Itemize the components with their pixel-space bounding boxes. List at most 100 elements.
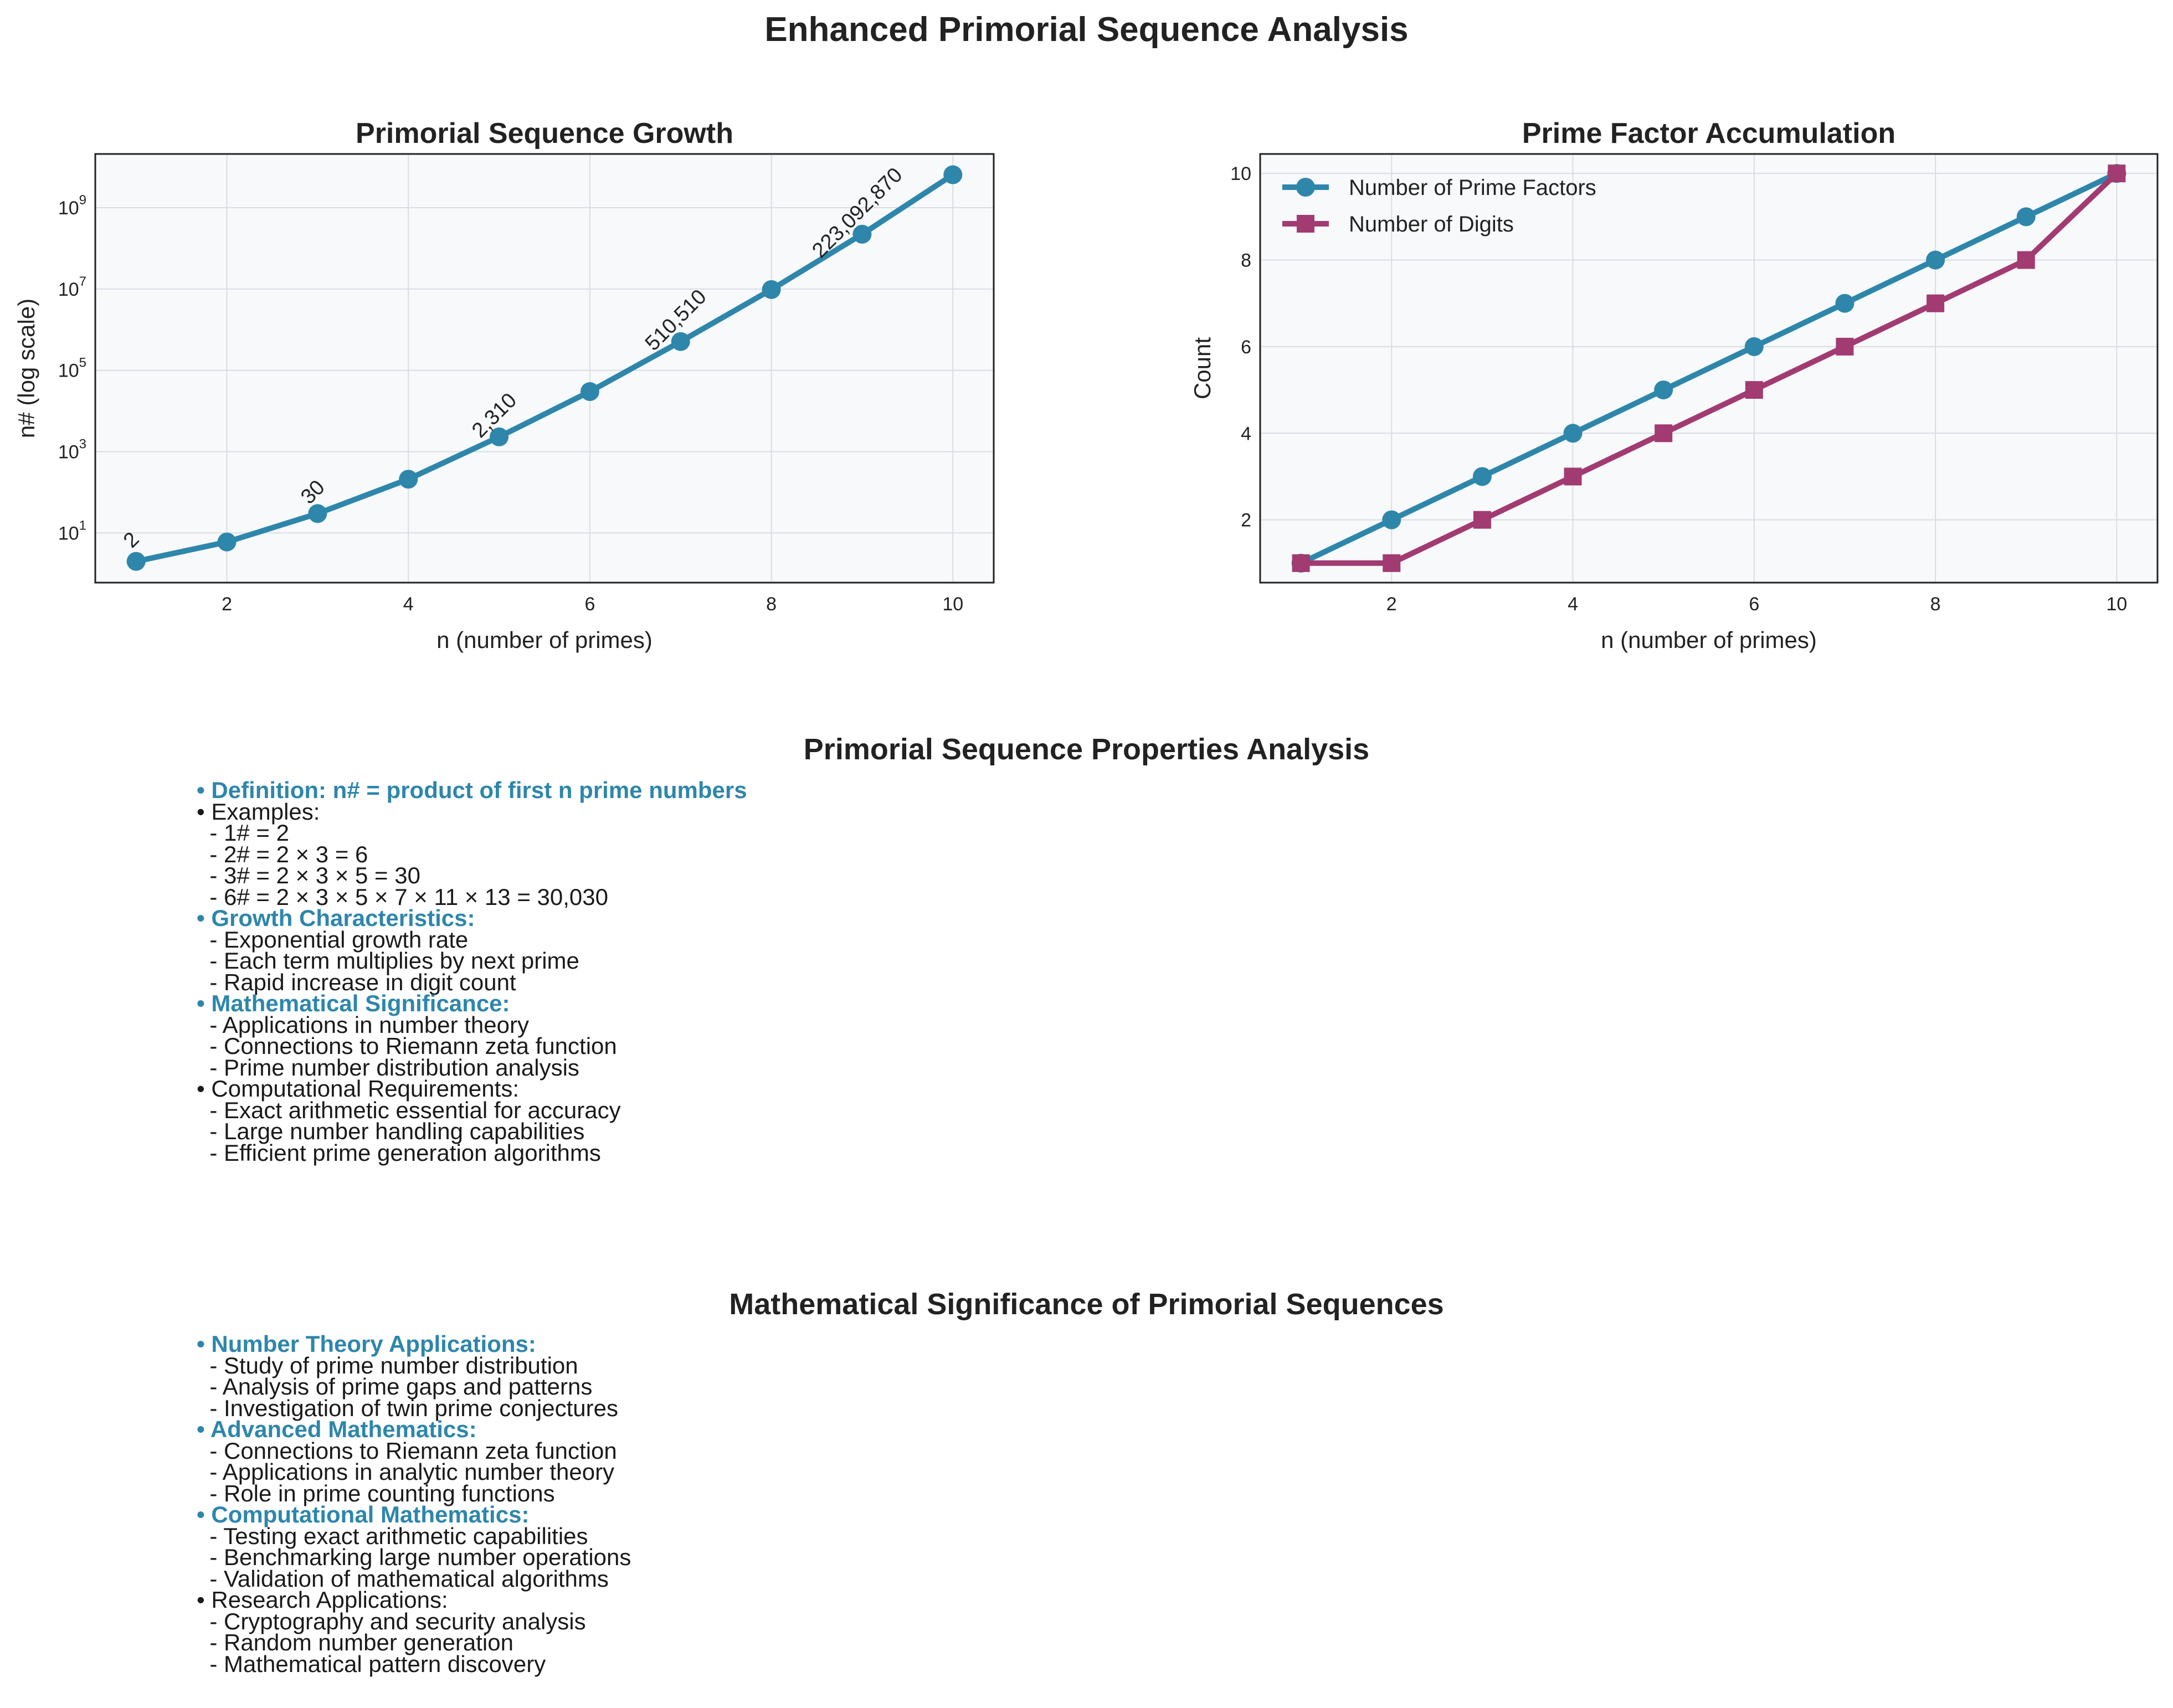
- bullet-line: - Investigation of twin prime conjecture…: [197, 1395, 619, 1421]
- bullet-line: - 6# = 2 × 3 × 5 × 7 × 11 × 13 = 30,030: [197, 883, 608, 910]
- bullet-line: - Cryptography and security analysis: [197, 1608, 586, 1634]
- x-tick-label: 10: [2106, 594, 2127, 615]
- y-tick-exponent: 9: [79, 193, 86, 208]
- series-line-0: [135, 172, 955, 564]
- data-point: [1654, 380, 1673, 400]
- y-tick-base: 10: [58, 441, 79, 462]
- x-axis-label: n (number of primes): [436, 627, 653, 653]
- data-point: [1472, 467, 1492, 486]
- y-tick-base: 10: [58, 279, 79, 300]
- y-tick-exponent: 5: [79, 356, 86, 371]
- significance-title: Mathematical Significance of Primorial S…: [729, 1288, 1444, 1321]
- y-tick-base: 10: [58, 523, 79, 544]
- bullet-line: - Validation of mathematical algorithms: [197, 1565, 609, 1592]
- y-axis-label: n# (log scale): [13, 299, 39, 438]
- legend-marker: [1297, 215, 1314, 233]
- bullet-line: - Role in prime counting functions: [197, 1480, 555, 1506]
- x-tick-label: 6: [584, 594, 595, 615]
- data-point: [217, 532, 237, 552]
- data-point: [1564, 467, 1582, 486]
- section-heading: • Computational Mathematics:: [197, 1501, 530, 1527]
- bullet-line: - Benchmarking large number operations: [197, 1544, 631, 1570]
- figure-title: Enhanced Primorial Sequence Analysis: [764, 11, 1409, 49]
- bullet-line: - Efficient prime generation algorithms: [197, 1139, 601, 1166]
- section-heading: • Definition: n# = product of first n pr…: [197, 777, 747, 803]
- x-tick-label: 8: [1930, 594, 1941, 615]
- bullet-line: - Exact arithmetic essential for accurac…: [197, 1097, 621, 1123]
- data-point: [308, 504, 327, 523]
- legend-label: Number of Digits: [1349, 212, 1514, 236]
- bullet-line: - Each term multiplies by next prime: [197, 948, 579, 974]
- x-tick-label: 6: [1749, 594, 1759, 615]
- data-point: [1927, 294, 1945, 312]
- bullet-line: • Research Applications:: [197, 1587, 448, 1613]
- x-axis-label: n (number of primes): [1601, 627, 1817, 653]
- data-point: [1383, 554, 1401, 572]
- data-point: [1292, 554, 1310, 572]
- section-heading: • Growth Characteristics:: [197, 905, 475, 931]
- data-point: [1926, 250, 1945, 270]
- y-tick-label: 4: [1241, 423, 1251, 444]
- data-point: [1836, 337, 1854, 356]
- bullet-line: - Applications in number theory: [197, 1011, 529, 1038]
- data-point: [126, 552, 146, 571]
- chart-title: Prime Factor Accumulation: [1522, 117, 1895, 150]
- data-point: [1745, 381, 1763, 399]
- data-point: [943, 165, 963, 184]
- bullet-line: - Random number generation: [197, 1629, 513, 1655]
- bullet-line: - Applications in analytic number theory: [197, 1459, 615, 1485]
- data-point: [671, 332, 690, 351]
- x-tick-label: 4: [403, 594, 414, 615]
- x-tick-label: 4: [1568, 594, 1578, 615]
- bullet-line: - Study of prime number distribution: [197, 1352, 578, 1378]
- bullet-line: - 2# = 2 × 3 = 6: [197, 841, 368, 867]
- y-tick-label: 6: [1241, 337, 1251, 358]
- data-point: [852, 224, 872, 244]
- data-point: [2016, 207, 2036, 227]
- x-tick-label: 2: [1386, 594, 1397, 615]
- y-tick-label: 107: [58, 274, 86, 300]
- bullet-line: - Analysis of prime gaps and patterns: [197, 1373, 593, 1400]
- data-point: [1655, 424, 1673, 443]
- data-point: [1473, 511, 1491, 529]
- x-tick-label: 10: [942, 594, 963, 615]
- legend-marker: [1296, 178, 1315, 197]
- bullet-line: • Computational Requirements:: [197, 1076, 519, 1102]
- y-tick-base: 10: [58, 198, 79, 219]
- axes-frame: [94, 153, 995, 584]
- y-tick-exponent: 3: [79, 436, 86, 451]
- bullet-line: - Exponential growth rate: [197, 926, 469, 953]
- y-axis-label: Count: [1189, 337, 1215, 399]
- y-tick-label: 103: [58, 436, 86, 462]
- axes-frame: [1259, 153, 2159, 584]
- x-tick-label: 8: [766, 594, 777, 615]
- data-point: [1382, 510, 1401, 529]
- bullet-line: - Connections to Riemann zeta function: [197, 1437, 617, 1464]
- properties-text-block: • Definition: n# = product of first n pr…: [197, 777, 747, 1166]
- properties-title: Primorial Sequence Properties Analysis: [803, 733, 1370, 766]
- bullet-line: - Prime number distribution analysis: [197, 1054, 579, 1081]
- prime-factor-chart: 2 4 6 8 10 2 4 6 8 10 Prime Factor Accumulation n (…: [1189, 117, 2159, 653]
- data-point: [580, 382, 599, 402]
- y-tick-label: 8: [1241, 250, 1251, 271]
- bullet-line: - Connections to Riemann zeta function: [197, 1033, 617, 1059]
- data-point: [1563, 424, 1583, 443]
- significance-text-block: • Number Theory Applications: - Study of…: [197, 1333, 631, 1677]
- plot-area: [95, 154, 994, 583]
- y-tick-label: 10: [1230, 163, 1251, 184]
- data-point: [1835, 294, 1855, 313]
- section-heading: • Mathematical Significance:: [197, 990, 510, 1016]
- chart-title: Primorial Sequence Growth: [356, 117, 733, 150]
- data-point: [762, 280, 781, 299]
- data-point: [2017, 251, 2035, 269]
- bullet-line: • Examples:: [197, 798, 320, 825]
- x-tick-label: 2: [222, 594, 232, 615]
- bullet-line: - 3# = 2 × 3 × 5 = 30: [197, 862, 420, 888]
- bullet-line: - Mathematical pattern discovery: [197, 1650, 546, 1677]
- y-tick-label: 109: [58, 193, 86, 219]
- y-tick-exponent: 7: [79, 274, 86, 289]
- series-line-0: [1299, 171, 2118, 566]
- data-point: [399, 470, 418, 489]
